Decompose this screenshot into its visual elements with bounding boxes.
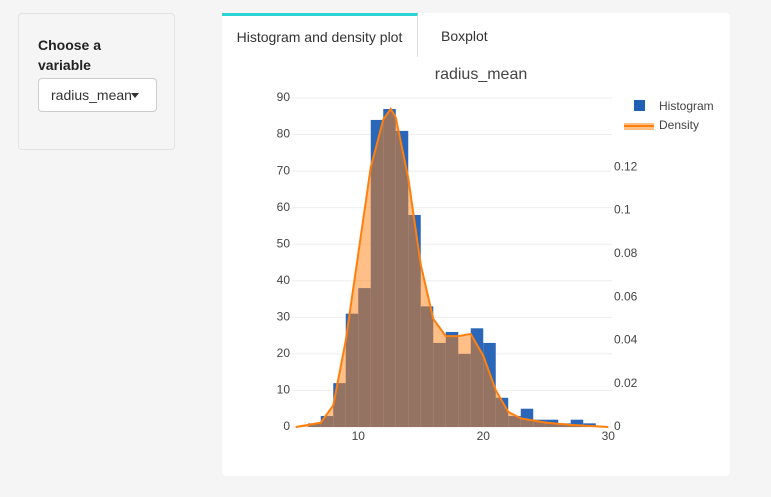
x-tick-label: 20 — [477, 429, 491, 443]
bar — [570, 419, 584, 427]
y2-tick-label: 0 — [614, 419, 621, 433]
y-tick-label: 10 — [277, 383, 291, 397]
x-tick-label: 10 — [352, 429, 366, 443]
density-area — [295, 108, 609, 428]
legend-label: Histogram — [659, 99, 714, 113]
y-tick-label: 30 — [277, 310, 291, 324]
chart-title: radius_mean — [435, 66, 528, 83]
legend-swatch — [634, 100, 645, 111]
sidebar: Choose a variable radius_mean — [18, 13, 175, 150]
y-tick-label: 90 — [277, 90, 291, 104]
select-label: Choose a variable — [38, 37, 102, 73]
y-tick-label: 80 — [277, 127, 291, 141]
y-tick-label: 60 — [277, 200, 291, 214]
y-tick-label: 20 — [277, 346, 291, 360]
y2-tick-label: 0.04 — [614, 333, 638, 347]
tab-bar: Histogram and density plot Boxplot — [222, 13, 730, 58]
y2-tick-label: 0.12 — [614, 159, 638, 173]
y2-tick-label: 0.1 — [614, 203, 631, 217]
y2-tick-label: 0.06 — [614, 289, 638, 303]
y-tick-label: 0 — [283, 419, 290, 433]
y-tick-label: 70 — [277, 163, 291, 177]
tab[interactable]: Boxplot — [441, 28, 488, 44]
density-line — [295, 106, 609, 428]
y2-tick-label: 0.08 — [614, 246, 638, 260]
x-tick-label: 30 — [602, 429, 616, 443]
legend-bg — [614, 96, 724, 138]
variable-select[interactable]: radius_mean — [38, 78, 157, 112]
y-tick-label: 50 — [277, 236, 291, 250]
y-tick-label: 40 — [277, 273, 291, 287]
y2-tick-label: 0.02 — [614, 376, 638, 390]
tab[interactable]: Histogram and density plot — [222, 13, 418, 58]
legend-label: Density — [659, 118, 699, 132]
